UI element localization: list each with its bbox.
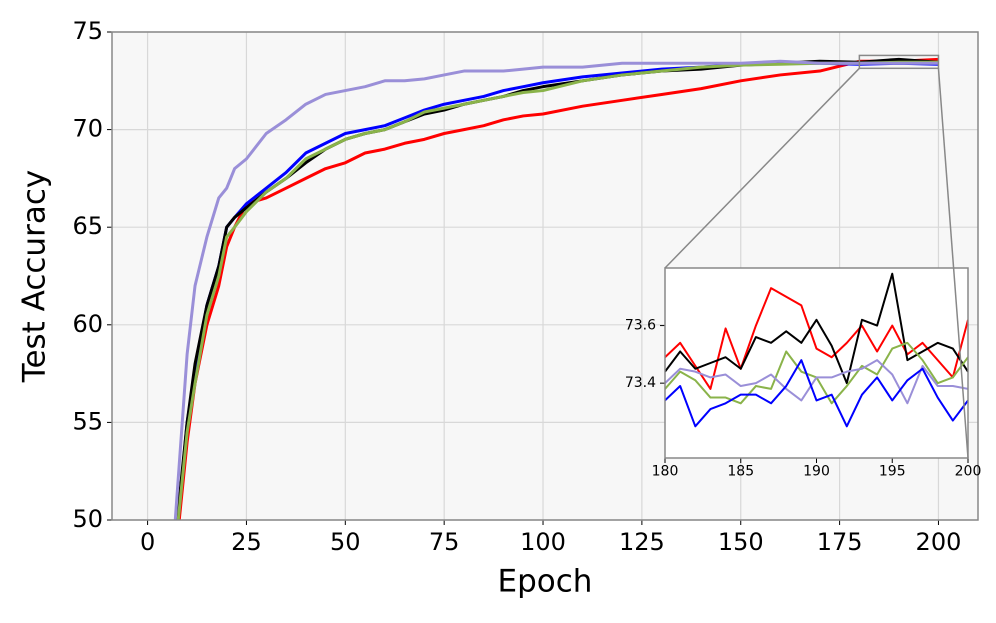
y-tick-label: 70 <box>72 115 103 143</box>
y-tick-label: 60 <box>72 310 103 338</box>
x-tick-label: 75 <box>429 528 460 556</box>
y-tick-label: 55 <box>72 407 103 435</box>
x-tick-label: 195 <box>879 463 906 479</box>
x-tick-label: 25 <box>231 528 262 556</box>
series-line <box>665 359 968 428</box>
x-tick-label: 180 <box>652 463 679 479</box>
x-tick-label: 50 <box>330 528 361 556</box>
x-tick-label: 185 <box>727 463 754 479</box>
series-line <box>176 60 939 520</box>
y-tick-label: 50 <box>72 505 103 533</box>
series-line <box>177 57 939 520</box>
x-axis-label: Epoch <box>498 564 593 600</box>
x-tick-label: 200 <box>916 528 962 556</box>
series-line <box>665 287 968 390</box>
x-tick-label: 150 <box>718 528 764 556</box>
y-axis-label: Test Accuracy <box>17 170 53 383</box>
x-tick-label: 200 <box>955 463 982 479</box>
y-tick-label: 73.4 <box>625 375 656 391</box>
x-tick-label: 0 <box>140 528 155 556</box>
y-tick-label: 65 <box>72 212 103 240</box>
x-tick-label: 190 <box>803 463 830 479</box>
plot-frame <box>664 267 969 459</box>
plot-frame <box>111 31 979 521</box>
zoom-connector <box>937 68 969 459</box>
series-group <box>173 57 939 520</box>
series-line <box>665 359 968 405</box>
y-tick-label: 73.6 <box>625 318 656 334</box>
zoom-connector <box>664 67 860 269</box>
x-tick-label: 125 <box>619 528 665 556</box>
y-tick-label: 75 <box>72 17 103 45</box>
zoom-box <box>858 54 940 70</box>
x-tick-label: 175 <box>817 528 863 556</box>
plot-background <box>665 268 968 458</box>
series-line <box>173 59 939 520</box>
series-group <box>665 272 968 428</box>
x-tick-label: 100 <box>520 528 566 556</box>
